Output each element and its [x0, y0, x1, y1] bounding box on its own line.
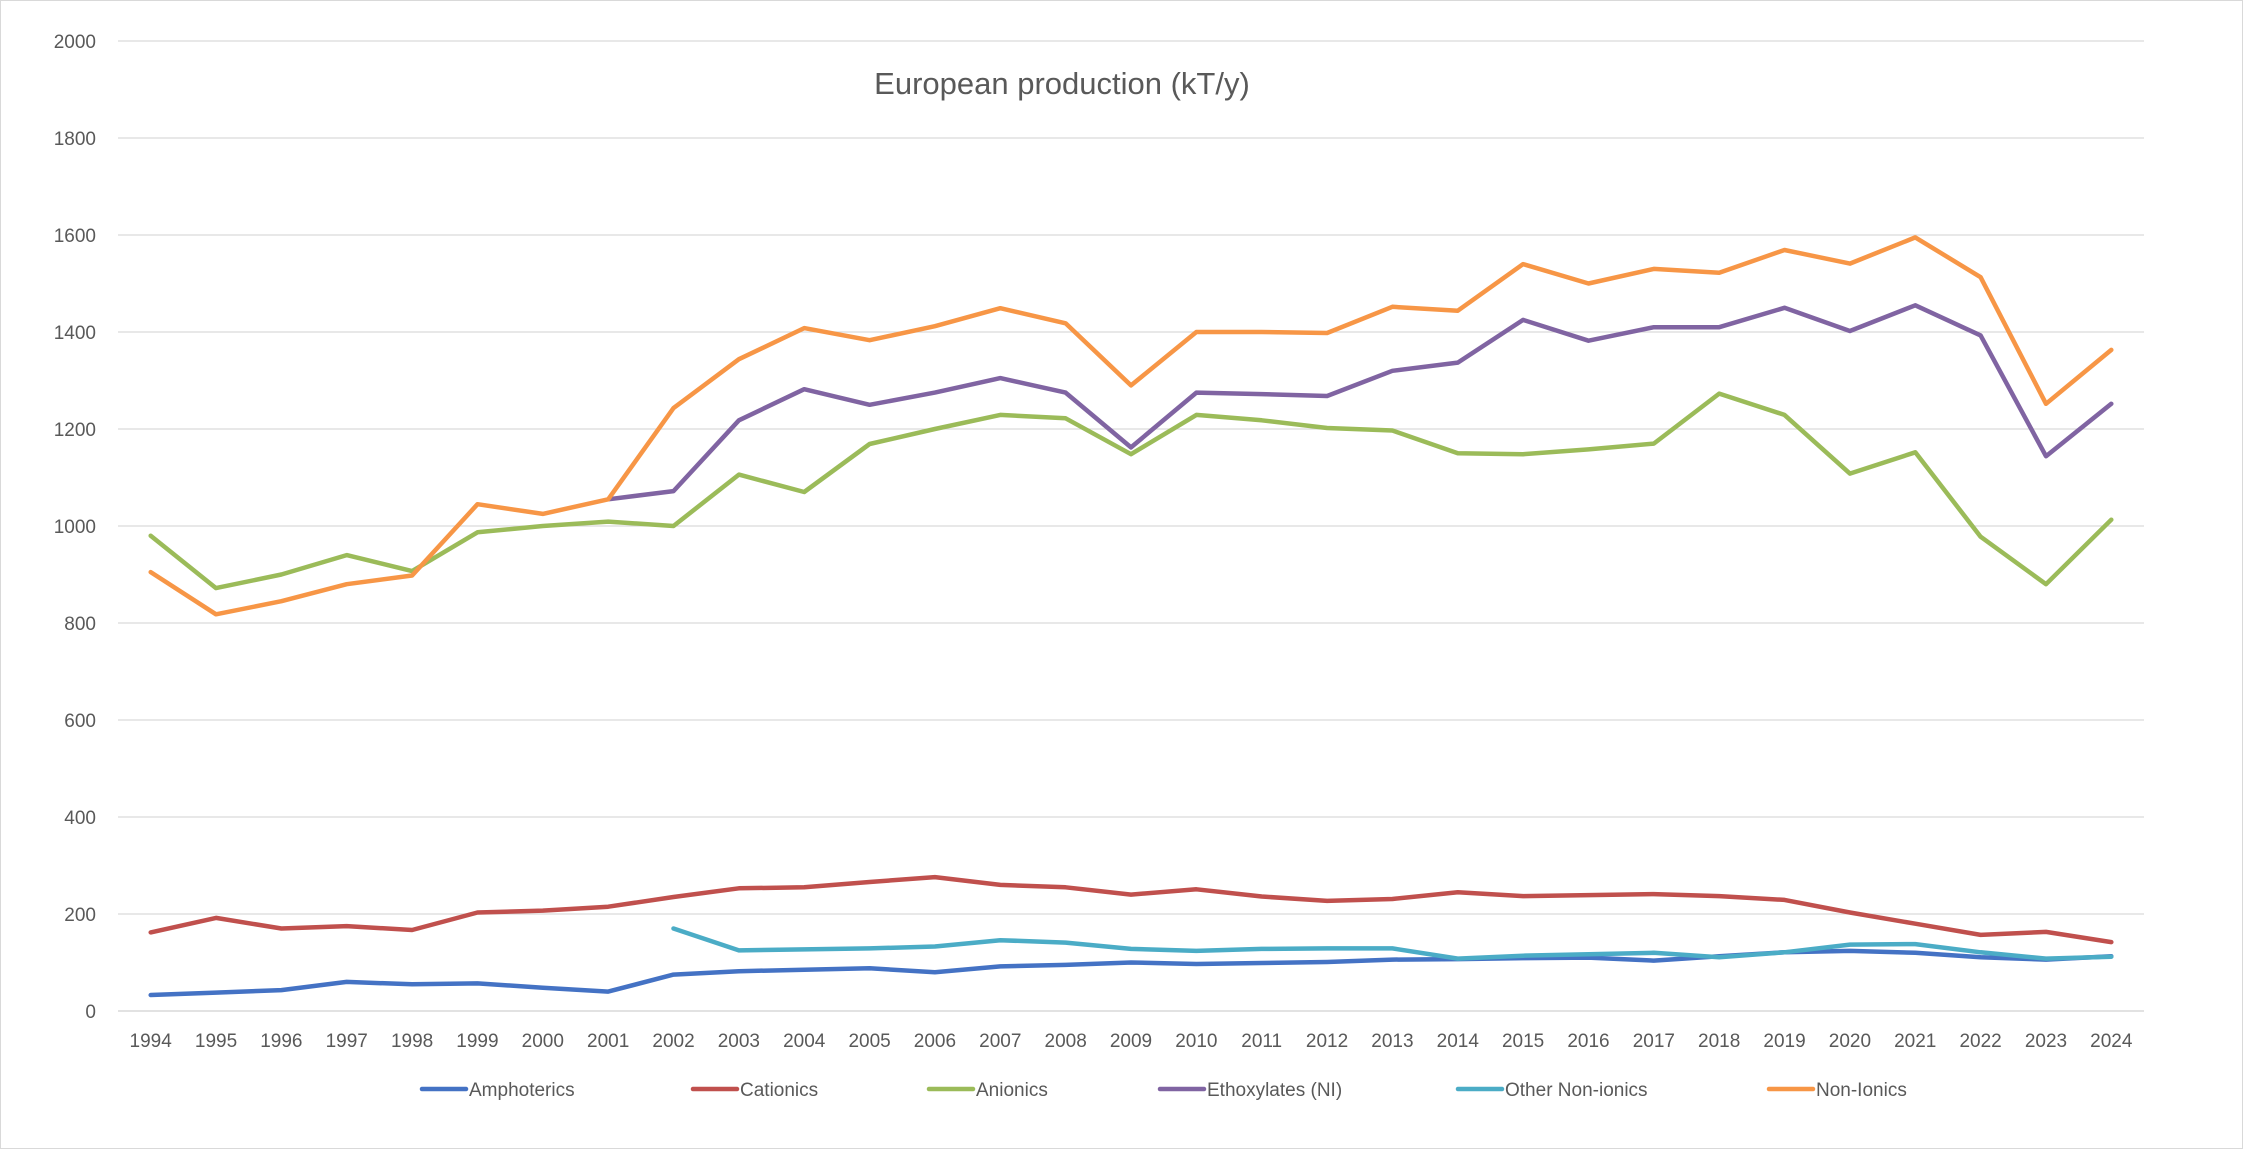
x-tick-label: 2008 [1045, 1031, 1087, 1052]
x-tick-label: 2010 [1175, 1031, 1217, 1052]
legend-label: Non-Ionics [1816, 1080, 1907, 1101]
legend-label: Anionics [976, 1080, 1048, 1101]
legend-label: Cationics [740, 1080, 818, 1101]
legend-item: Non-Ionics [1766, 1080, 1907, 1101]
x-tick-label: 1997 [326, 1031, 368, 1052]
y-tick-label: 0 [85, 1002, 96, 1023]
y-tick-label: 400 [64, 808, 96, 829]
x-tick-label: 1998 [391, 1031, 433, 1052]
x-tick-label: 1996 [260, 1031, 302, 1052]
x-tick-label: 2005 [848, 1031, 890, 1052]
legend-label: Amphoterics [469, 1080, 575, 1101]
x-tick-label: 2012 [1306, 1031, 1348, 1052]
x-tick-label: 2007 [979, 1031, 1021, 1052]
legend-item: Other Non-ionics [1455, 1080, 1648, 1101]
legend-label: Ethoxylates (NI) [1207, 1080, 1342, 1101]
x-tick-label: 1994 [130, 1031, 173, 1052]
x-tick-label: 1999 [456, 1031, 498, 1052]
y-tick-label: 200 [64, 905, 96, 926]
chart-title: European production (kT/y) [874, 66, 1250, 101]
series-line-ethoxylates-ni [605, 303, 2114, 502]
series-line-amphoterics [148, 948, 2114, 998]
legend-item: Amphoterics [419, 1080, 575, 1101]
x-tick-label: 2009 [1110, 1031, 1152, 1052]
x-tick-label: 2016 [1567, 1031, 1609, 1052]
x-tick-label: 2024 [2090, 1031, 2133, 1052]
y-axis-ticks: 0 200 400 600 800 1000 1200 1400 1600 1800 2000 [54, 32, 96, 1023]
series-lines [148, 235, 2114, 998]
x-tick-label: 2000 [522, 1031, 564, 1052]
y-tick-label: 1000 [54, 517, 96, 538]
series-line-anionics [148, 391, 2114, 591]
x-tick-label: 2006 [914, 1031, 956, 1052]
x-tick-label: 2014 [1437, 1031, 1480, 1052]
series-line-cationics [148, 874, 2114, 945]
x-tick-label: 2001 [587, 1031, 629, 1052]
x-tick-label: 2018 [1698, 1031, 1740, 1052]
x-tick-label: 2013 [1371, 1031, 1413, 1052]
x-tick-label: 2020 [1829, 1031, 1871, 1052]
x-tick-label: 2017 [1633, 1031, 1675, 1052]
y-tick-label: 1400 [54, 323, 96, 344]
legend: Amphoterics Cationics Anionics Ethoxylates … [419, 1080, 1907, 1101]
legend-item: Anionics [926, 1080, 1048, 1101]
x-tick-label: 2011 [1241, 1031, 1282, 1052]
legend-label: Other Non-ionics [1505, 1080, 1648, 1101]
x-tick-label: 2015 [1502, 1031, 1544, 1052]
x-tick-label: 2022 [1959, 1031, 2001, 1052]
y-tick-label: 1600 [54, 226, 96, 247]
x-tick-label: 2021 [1894, 1031, 1936, 1052]
y-tick-label: 1200 [54, 420, 96, 441]
y-tick-label: 800 [64, 614, 96, 635]
x-axis-ticks: 1994 1995 1996 1997 1998 1999 2000 2001 2002 2003… [130, 1031, 2133, 1052]
y-tick-label: 600 [64, 711, 96, 732]
x-tick-label: 2023 [2025, 1031, 2067, 1052]
x-tick-label: 2019 [1763, 1031, 1805, 1052]
legend-item: Cationics [690, 1080, 818, 1101]
y-tick-label: 2000 [54, 32, 96, 53]
x-tick-label: 1995 [195, 1031, 237, 1052]
series-line-non-ionics [148, 235, 2114, 617]
y-tick-label: 1800 [54, 129, 96, 150]
x-tick-label: 2002 [652, 1031, 694, 1052]
legend-item: Ethoxylates (NI) [1157, 1080, 1342, 1101]
x-tick-label: 2004 [783, 1031, 826, 1052]
gridlines [118, 40, 2144, 915]
x-tick-label: 2003 [718, 1031, 760, 1052]
series-line-other-non-ionics [671, 926, 2114, 961]
